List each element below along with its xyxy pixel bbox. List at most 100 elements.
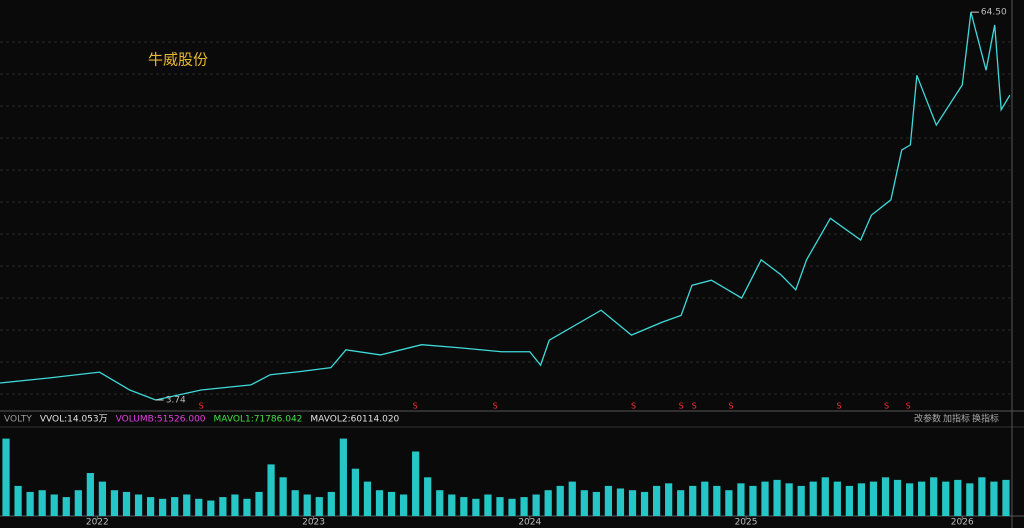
volume-bar <box>761 481 769 516</box>
volume-bar <box>424 477 432 516</box>
indicator-label: VOLTY <box>4 415 32 425</box>
signal-marker: S <box>679 402 684 411</box>
volume-bar <box>966 483 974 516</box>
volume-bar <box>375 490 384 516</box>
volume-bar <box>448 494 456 516</box>
volume-bar <box>2 438 10 516</box>
indicator-button[interactable]: 换指标 <box>972 413 999 425</box>
volume-bar <box>267 464 275 516</box>
volume-bar <box>930 477 938 516</box>
volume-bar <box>857 483 866 516</box>
volume-bar <box>207 500 215 516</box>
volume-bar <box>616 488 625 516</box>
volume-bar <box>773 479 781 516</box>
volume-bar <box>785 483 793 516</box>
x-tick-label: 2026 <box>951 518 974 528</box>
volume-bar <box>315 497 323 516</box>
volume-bar <box>893 479 902 516</box>
signal-marker: S <box>692 402 697 411</box>
signal-marker: S <box>413 402 418 411</box>
volume-bar <box>665 483 673 516</box>
volume-bar <box>520 497 528 516</box>
volume-bar <box>496 497 504 516</box>
volume-bar <box>86 473 94 516</box>
price-line <box>0 11 1011 401</box>
volume-bar <box>159 498 167 516</box>
indicator-button[interactable]: 改参数 <box>914 413 941 425</box>
volume-bar <box>942 481 950 516</box>
volume-bar <box>869 481 878 516</box>
volume-bar <box>737 483 745 516</box>
volume-bar <box>725 490 733 516</box>
volume-bar <box>472 498 480 516</box>
volume-bar <box>701 481 709 516</box>
volume-bar <box>1002 479 1010 516</box>
volume-bar <box>327 491 335 516</box>
volume-bar <box>339 438 347 516</box>
volume-bar <box>436 490 444 516</box>
volume-bar <box>568 481 576 516</box>
volume-bar <box>797 485 805 516</box>
indicator-label: VVOL:14.053万 <box>40 415 108 425</box>
grid <box>0 41 1012 395</box>
volume-bar <box>255 491 263 516</box>
max-label: 64.50 <box>981 8 1007 18</box>
volume-bar <box>713 485 721 516</box>
signal-marker: S <box>836 402 841 411</box>
volume-bar <box>809 481 817 516</box>
indicator-label: MAVOL2:60114.020 <box>310 415 399 425</box>
volume-bar <box>279 477 287 516</box>
signal-marker: S <box>906 402 911 411</box>
volume-bar <box>50 494 58 516</box>
x-tick-label: 2023 <box>302 518 325 528</box>
volume-bar <box>845 485 853 516</box>
volume-bar <box>243 498 251 516</box>
volume-bar <box>122 491 131 516</box>
volume-bar <box>532 494 540 516</box>
min-label: 3.74 <box>166 395 186 405</box>
volume-bar <box>351 468 360 516</box>
volume-bar <box>363 481 372 516</box>
volume-bar <box>74 490 82 516</box>
volume-bar <box>231 494 239 516</box>
volume-bar <box>14 485 22 516</box>
volume-bar <box>134 494 143 516</box>
volume-bar <box>918 481 926 516</box>
x-tick-label: 2022 <box>86 518 109 528</box>
volume-bar <box>881 477 890 516</box>
volume-bar <box>110 490 119 516</box>
signal-marker: S <box>728 402 733 411</box>
chart-title: 牛威股份 <box>148 51 208 69</box>
volume-bar <box>689 485 697 516</box>
volume-bar <box>183 494 191 516</box>
volume-bar <box>749 485 757 516</box>
volume-bar <box>580 490 588 516</box>
volume-bar <box>652 485 661 516</box>
volume-bar <box>544 490 552 516</box>
volume-bar <box>833 481 841 516</box>
x-tick-label: 2025 <box>735 518 758 528</box>
volume-bar <box>484 494 492 516</box>
indicator-button[interactable]: 加指标 <box>943 413 970 425</box>
volume-bar <box>978 477 986 516</box>
volume-bar <box>291 490 299 516</box>
volume-bar <box>990 481 998 516</box>
volume-bar <box>640 491 649 516</box>
signal-marker: S <box>493 402 498 411</box>
volume-bar <box>412 451 420 516</box>
volume-bar <box>387 491 396 516</box>
volume-bar <box>556 485 564 516</box>
volume-bar <box>677 490 685 516</box>
x-tick-label: 2024 <box>518 518 541 528</box>
volume-bar <box>195 498 203 516</box>
volume-bar <box>628 490 637 516</box>
indicator-label: VOLUMB:51526.000 <box>116 415 206 425</box>
volume-bar <box>62 497 70 516</box>
indicator-label: MAVOL1:71786.042 <box>214 415 303 425</box>
volume-bar <box>821 477 829 516</box>
volume-bar <box>98 481 107 516</box>
volume-bar <box>954 479 962 516</box>
signal-marker: S <box>884 402 889 411</box>
